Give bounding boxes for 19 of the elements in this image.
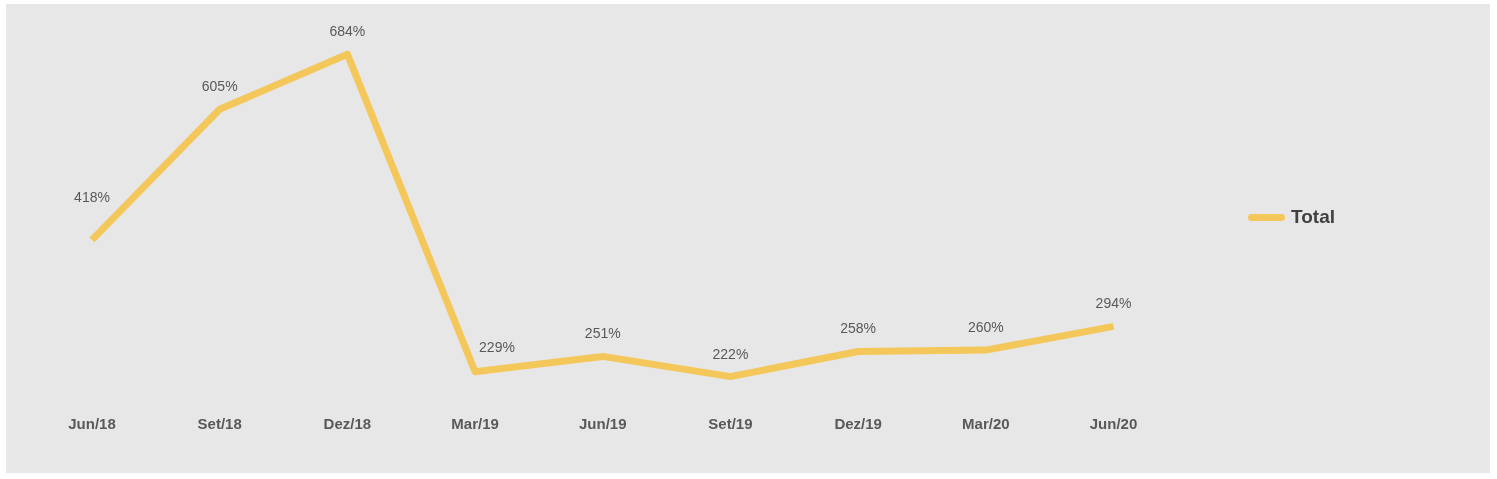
data-label: 418% bbox=[74, 188, 110, 205]
x-tick-label: Jun/20 bbox=[1089, 415, 1138, 433]
x-tick-label: Set/19 bbox=[708, 415, 753, 433]
data-label: 605% bbox=[201, 78, 238, 95]
data-label: 684% bbox=[329, 23, 366, 40]
x-tick-label: Mar/19 bbox=[451, 415, 499, 433]
data-label: 258% bbox=[840, 320, 877, 337]
data-label: 260% bbox=[967, 318, 1004, 335]
x-tick-label: Dez/18 bbox=[323, 415, 372, 433]
x-tick-label: Jun/18 bbox=[68, 415, 116, 433]
legend-label: Total bbox=[1291, 205, 1336, 227]
data-label: 229% bbox=[479, 338, 515, 355]
data-label: 251% bbox=[584, 325, 621, 342]
x-tick-label: Mar/20 bbox=[962, 415, 1010, 433]
x-tick-label: Set/18 bbox=[197, 415, 242, 433]
data-label: 294% bbox=[1095, 295, 1132, 312]
data-label: 222% bbox=[712, 345, 749, 362]
x-tick-label: Jun/19 bbox=[579, 415, 627, 433]
x-tick-label: Dez/19 bbox=[834, 415, 882, 433]
